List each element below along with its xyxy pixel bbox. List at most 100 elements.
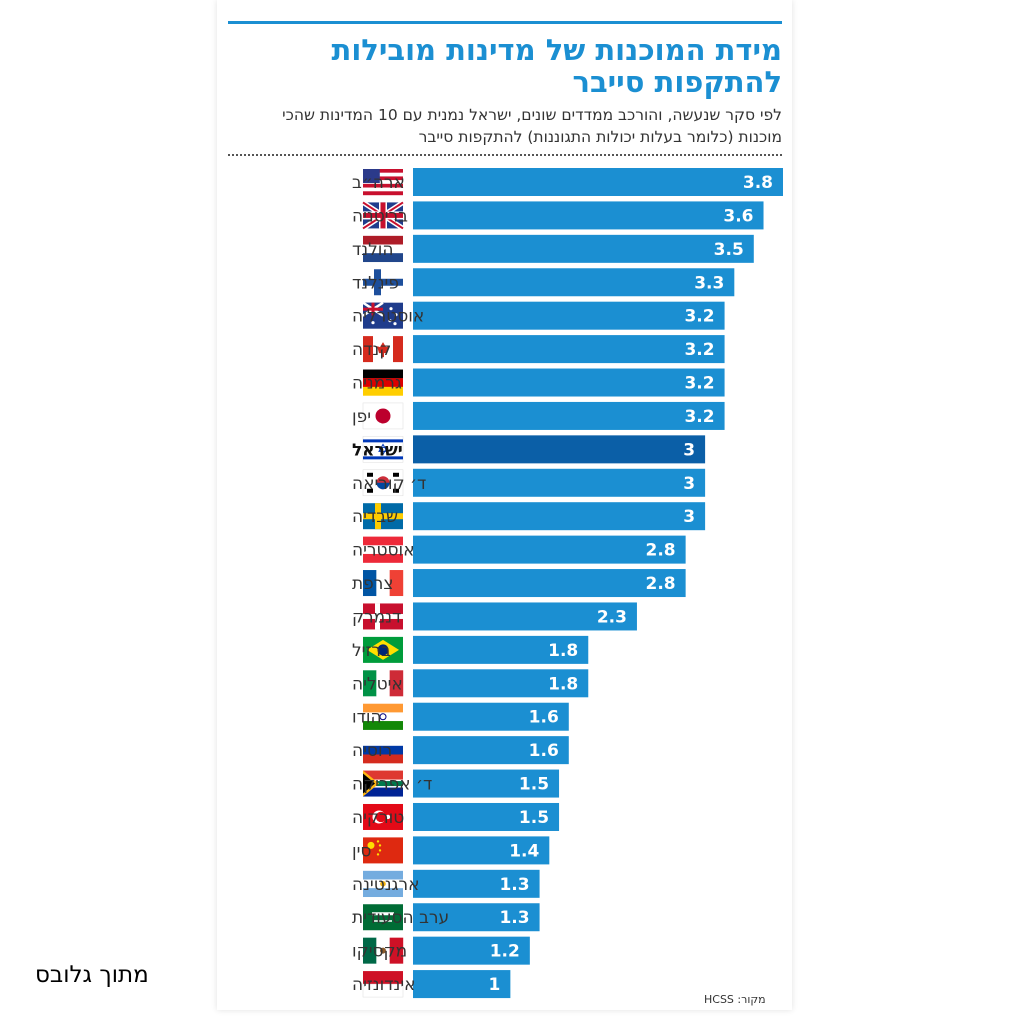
bar-value-label: 1 (489, 975, 501, 995)
brazil-flag-icon (363, 636, 403, 663)
bar-value-label: 1.5 (519, 775, 549, 795)
bar-value-label: 1.5 (519, 808, 549, 828)
bar-value-label: 1.3 (499, 908, 529, 928)
bar (413, 836, 550, 865)
category-label: אוסטריה (352, 541, 415, 561)
argentina-flag-icon (363, 870, 403, 898)
bar (413, 903, 540, 932)
category-label: גרמניה (352, 374, 402, 394)
category-label: ברזיל (352, 641, 391, 661)
bar-value-label: 2.8 (646, 541, 676, 561)
japan-flag-icon (362, 402, 404, 430)
sweden-flag-icon (363, 503, 403, 530)
bar-value-label: 1.8 (548, 674, 578, 694)
bar (413, 869, 540, 898)
bar (413, 502, 706, 531)
china-flag-icon (363, 837, 403, 864)
category-label: ד׳ קוריאה (352, 474, 426, 494)
bar-value-label: 3.2 (684, 374, 714, 394)
bar-value-label: 1.6 (529, 708, 559, 728)
bar-value-label: 3 (683, 507, 695, 527)
bar (413, 635, 589, 664)
bar-value-label: 3.2 (684, 340, 714, 360)
chart-subtitle: לפי סקר שנעשה, והורכב ממדדים שונים, ישרא… (282, 106, 782, 146)
dotted-divider (228, 154, 782, 156)
bar (413, 736, 569, 765)
category-label: אינדונזיה (352, 975, 415, 995)
bar (413, 970, 511, 999)
italy-flag-icon (363, 670, 404, 697)
category-label: הודו (352, 708, 382, 728)
bar (413, 301, 725, 330)
bar-value-label: 1.2 (490, 942, 520, 962)
south-korea-flag-icon (362, 469, 404, 497)
france-flag-icon (363, 570, 404, 597)
germany-flag-icon (363, 369, 403, 396)
category-label: פינלנד (352, 273, 399, 293)
bar (413, 468, 706, 497)
bar-value-label: 1.8 (548, 641, 578, 661)
bar-value-label: 3.3 (694, 273, 724, 293)
bar-value-label: 3 (683, 440, 695, 460)
category-label: יפן (352, 407, 371, 427)
bar-value-label: 2.3 (597, 607, 627, 627)
bar (413, 936, 530, 965)
bar-highlight (413, 435, 706, 464)
netherlands-flag-icon (363, 235, 403, 263)
bar (413, 702, 569, 731)
category-label: צרפת (352, 574, 393, 594)
bar (413, 569, 686, 598)
category-label: שבדיה (352, 507, 398, 527)
saudi-arabia-flag-icon (363, 904, 403, 931)
bar-value-label: 1.4 (509, 841, 539, 861)
bar-value-label: 3.5 (714, 240, 744, 260)
category-label: ארה״ב (352, 173, 405, 193)
india-flag-icon (363, 703, 403, 730)
bar (413, 201, 764, 230)
bar (413, 802, 560, 831)
source-note: מקור: HCSS (704, 993, 766, 1006)
bar-value-label: 1.3 (499, 875, 529, 895)
bar-value-label: 2.8 (646, 574, 676, 594)
bar (413, 602, 637, 631)
bar (413, 535, 686, 564)
top-rule (228, 21, 782, 24)
bar (413, 769, 560, 798)
turkey-flag-icon (363, 803, 403, 830)
uk-flag-icon (361, 200, 405, 231)
bar-value-label: 3.2 (684, 407, 714, 427)
category-label: קנדה (352, 340, 391, 360)
finland-flag-icon (363, 269, 403, 296)
denmark-flag-icon (363, 603, 403, 630)
indonesia-flag-icon (362, 971, 404, 998)
bar-value-label: 3.6 (723, 206, 753, 226)
bar (413, 669, 589, 698)
category-label: מקסיקו (352, 942, 407, 962)
australia-flag-icon (362, 301, 403, 329)
category-label: הולנד (352, 240, 394, 260)
category-label: בריטניה (352, 206, 408, 226)
category-label: רוסיה (352, 741, 392, 761)
south-africa-flag-icon (363, 770, 403, 797)
credit-text: מתוך גלובס (35, 962, 149, 988)
bar (413, 168, 783, 196)
israel-flag-icon (362, 436, 404, 463)
bar (413, 268, 735, 297)
bar-value-label: 3.2 (684, 307, 714, 327)
category-label: אוסטרליה (352, 307, 424, 327)
austria-flag-icon (363, 536, 403, 563)
bar-value-label: 1.6 (529, 741, 559, 761)
bar-value-label: 3.8 (743, 173, 773, 193)
us-flag-icon (363, 169, 403, 196)
bar (413, 335, 725, 364)
bar-value-label: 3 (683, 474, 695, 494)
category-label: ישראל (352, 440, 403, 460)
category-label: ד׳ אפריקה (352, 775, 432, 795)
category-label: איטליה (352, 674, 403, 694)
category-label: ארגנטינה (352, 875, 420, 895)
bar (413, 401, 725, 430)
category-label: דנמרק (352, 607, 401, 627)
canada-flag-icon (363, 336, 403, 363)
bar (413, 234, 754, 263)
